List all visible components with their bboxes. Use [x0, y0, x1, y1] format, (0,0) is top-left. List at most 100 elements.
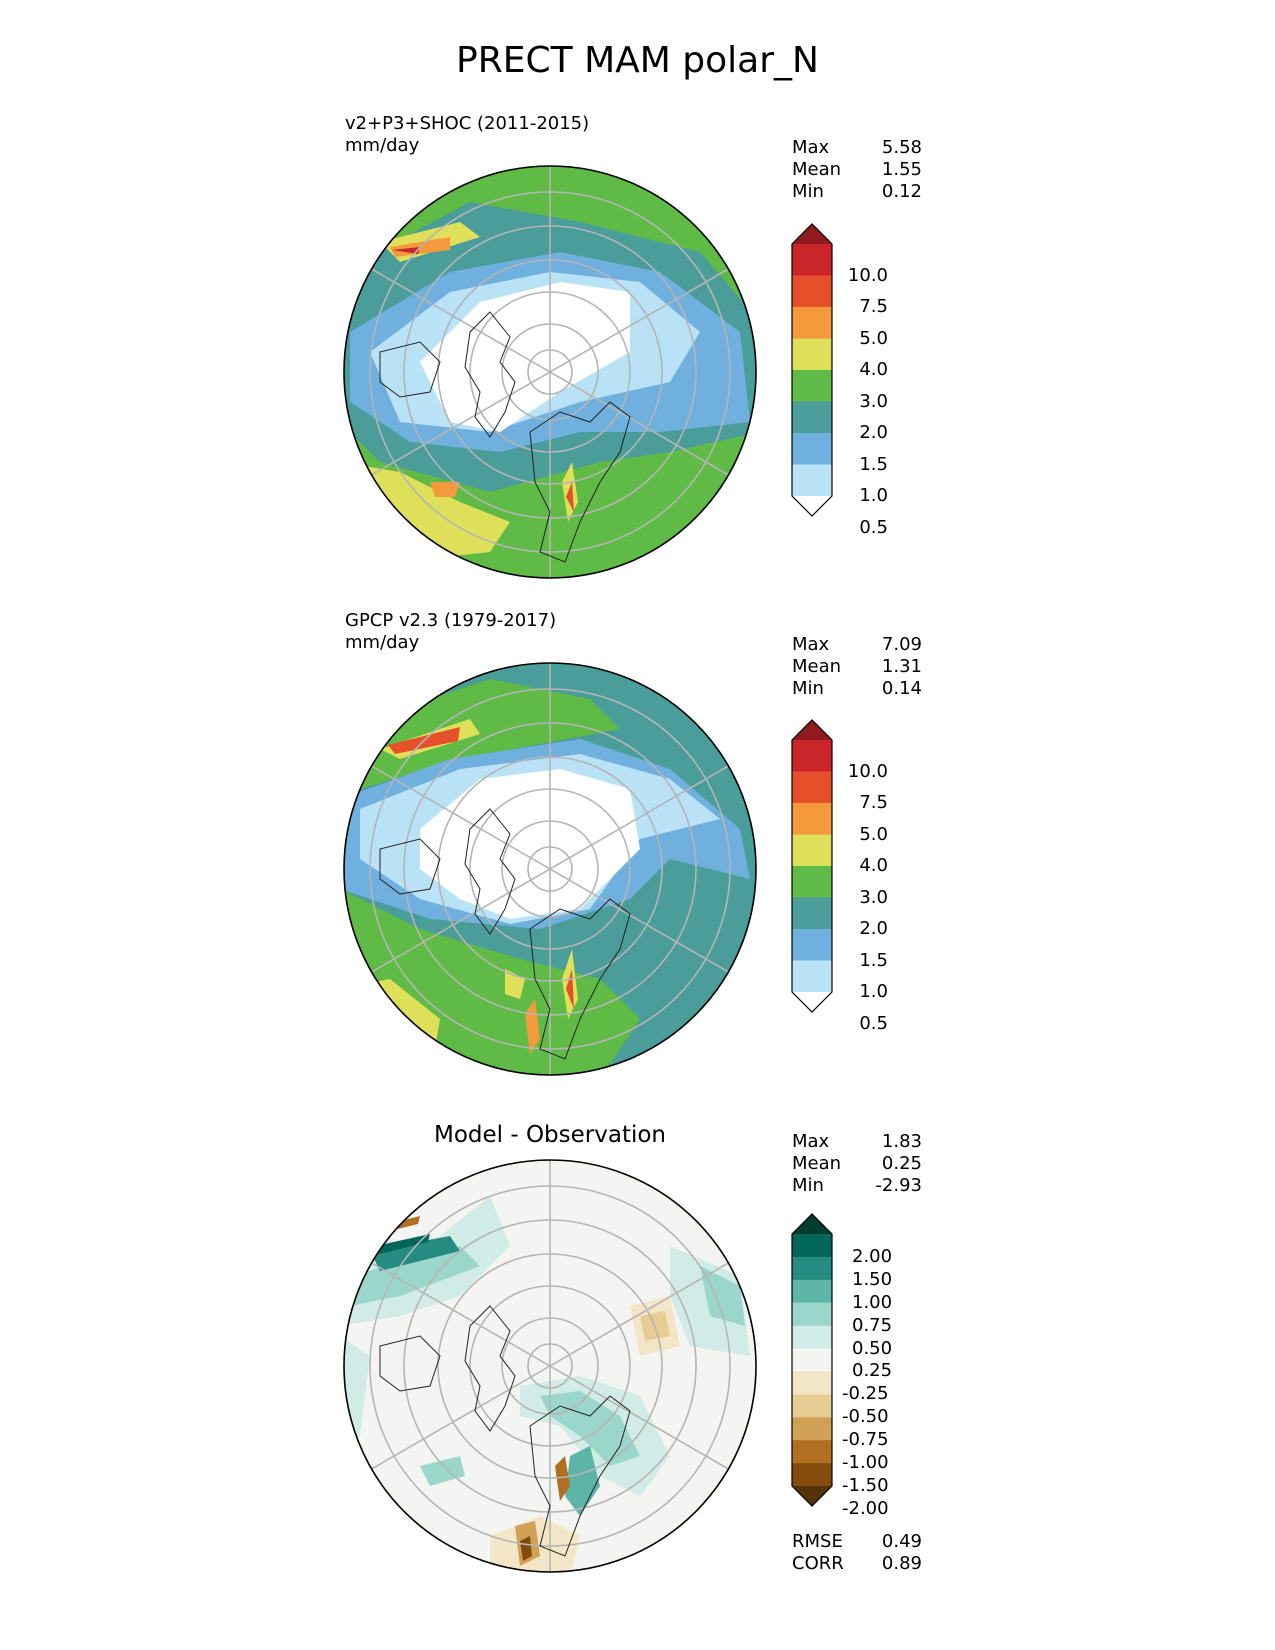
colorbar-swatch: [792, 1348, 832, 1372]
colorbar-swatch: [792, 1463, 832, 1487]
stat-label: Mean: [792, 1153, 842, 1174]
colorbar-tick-label: -2.00: [842, 1497, 889, 1519]
colorbar-extend-bottom: [792, 496, 832, 516]
colorbar-tick-label: 0.5: [859, 516, 888, 538]
colorbar-tick-label: 1.5: [859, 453, 888, 475]
coastlines: [379, 1305, 631, 1557]
colorbar-swatch: [792, 464, 832, 497]
panel-model-title: v2+P3+SHOC (2011-2015) mm/day: [345, 113, 589, 157]
colorbar-outline: [791, 719, 833, 1013]
panel-model-stats: Max 5.58 Mean 1.55 Min 0.12: [792, 137, 922, 203]
colorbar-tick-label: -1.50: [842, 1475, 889, 1496]
panel-model: v2+P3+SHOC (2011-2015) mm/day: [0, 0, 1275, 579]
panel-model-units: mm/day: [345, 135, 420, 156]
stat-value: 0.25: [881, 1153, 922, 1174]
colorbar-tick-label: 3.0: [859, 390, 888, 412]
stat-value: -2.93: [875, 1175, 922, 1196]
panel-model-title-line1: v2+P3+SHOC (2011-2015): [345, 113, 590, 134]
colorbar-extend-top: [792, 720, 832, 740]
colorbar-tick-label: -1.00: [842, 1452, 889, 1474]
colorbar-swatch: [792, 1302, 832, 1327]
colorbar-swatch: [792, 1394, 832, 1418]
coastlines: [379, 311, 631, 563]
stat-label: Mean: [792, 159, 842, 180]
colorbar-difference: [791, 1213, 833, 1507]
colorbar-outline: [791, 1213, 833, 1507]
stat-value: 7.09: [881, 634, 922, 655]
map-boundary: [343, 662, 757, 1076]
stat-label: Max: [792, 1131, 830, 1152]
corr-label: CORR: [792, 1553, 844, 1574]
graticule: [369, 663, 731, 1075]
panel-diff-footer-stats: RMSE 0.49 CORR 0.89: [792, 1531, 922, 1575]
colorbar-swatch: [792, 1325, 832, 1350]
coastlines: [379, 808, 631, 1060]
colorbar-tick-label: 1.5: [859, 949, 888, 971]
panel-diff-title: Model - Observation: [433, 1122, 667, 1148]
colorbar-tick-label: 10.0: [847, 760, 888, 782]
colorbar-tick-label: 0.25: [852, 1360, 893, 1382]
polar-map-model: [343, 165, 757, 579]
stat-label: Max: [792, 634, 830, 655]
colorbar-tick-label: 2.00: [852, 1245, 893, 1267]
colorbar-extend-bottom: [792, 1486, 832, 1506]
panel-observation: GPCP v2.3 (1979-2017) mm/day: [0, 0, 1275, 1076]
colorbar-tick-label: 5.0: [859, 823, 888, 845]
colorbar-tick-label: 10.0: [847, 264, 888, 286]
colorbar-tick-label: 0.75: [852, 1314, 893, 1336]
colorbar-swatch: [792, 244, 832, 276]
colorbar-swatch: [792, 307, 832, 339]
stat-label: Min: [792, 678, 824, 699]
rmse-label: RMSE: [792, 1531, 843, 1552]
figure-title: PRECT MAM polar_N: [456, 40, 819, 81]
colorbar-tick-label: -0.25: [842, 1383, 889, 1405]
colorbar-swatch: [792, 740, 832, 772]
stat-label: Mean: [792, 656, 842, 677]
colorbar-tick-label: 1.50: [852, 1268, 893, 1290]
colorbar-swatch: [792, 1256, 832, 1281]
panel-obs-units: mm/day: [345, 632, 420, 653]
map-boundary: [343, 1159, 757, 1573]
colorbar-outline: [791, 223, 833, 517]
colorbar-tick-label: 7.5: [859, 792, 888, 813]
colorbar-tick-label: 2.0: [859, 422, 888, 443]
colorbar-swatch: [792, 1371, 832, 1395]
colorbar-extend-bottom: [792, 992, 832, 1012]
stat-value: 0.14: [881, 678, 922, 699]
colorbar-swatch: [792, 866, 832, 898]
colorbar-swatch: [792, 1234, 832, 1258]
colorbar-tick-label: 1.00: [852, 1291, 893, 1313]
colorbar-swatch: [792, 929, 832, 961]
panel-difference: Model - Observation: [0, 0, 1275, 1574]
colorbar-tick-label: 5.0: [859, 327, 888, 349]
polar-map-difference: [343, 1159, 757, 1573]
polar-map-observation: [343, 662, 757, 1076]
colorbar-swatch: [792, 433, 832, 465]
graticule: [369, 166, 731, 578]
rmse-value: 0.49: [881, 1531, 922, 1552]
colorbar-tick-label: 2.0: [859, 918, 888, 939]
colorbar-observation: [791, 719, 833, 1013]
colorbar-tick-label: 0.50: [852, 1337, 893, 1359]
colorbar-tick-label: 3.0: [859, 886, 888, 908]
colorbar-tick-label: 1.0: [859, 485, 888, 506]
colorbar-tick-label: 7.5: [859, 296, 888, 317]
stat-value: 1.55: [881, 159, 922, 180]
stat-label: Min: [792, 181, 824, 202]
panel-obs-title-line1: GPCP v2.3 (1979-2017): [345, 610, 557, 631]
panel-diff-stats: Max 1.83 Mean 0.25 Min -2.93: [792, 1131, 922, 1197]
graticule: [369, 1160, 731, 1572]
colorbar-swatch: [792, 1417, 832, 1441]
colorbar-swatch: [792, 1279, 832, 1304]
colorbar-model: [791, 223, 833, 517]
colorbar-swatch: [792, 338, 832, 371]
panel-obs-stats: Max 7.09 Mean 1.31 Min 0.14: [792, 634, 922, 700]
stat-value: 1.83: [881, 1131, 922, 1152]
map-boundary: [343, 165, 757, 579]
colorbar-swatch: [792, 897, 832, 930]
colorbar-swatch: [792, 834, 832, 867]
colorbar-extend-top: [792, 224, 832, 244]
colorbar-swatch: [792, 401, 832, 434]
colorbar-swatch: [792, 960, 832, 993]
colorbar-tick-label: 4.0: [859, 359, 888, 380]
